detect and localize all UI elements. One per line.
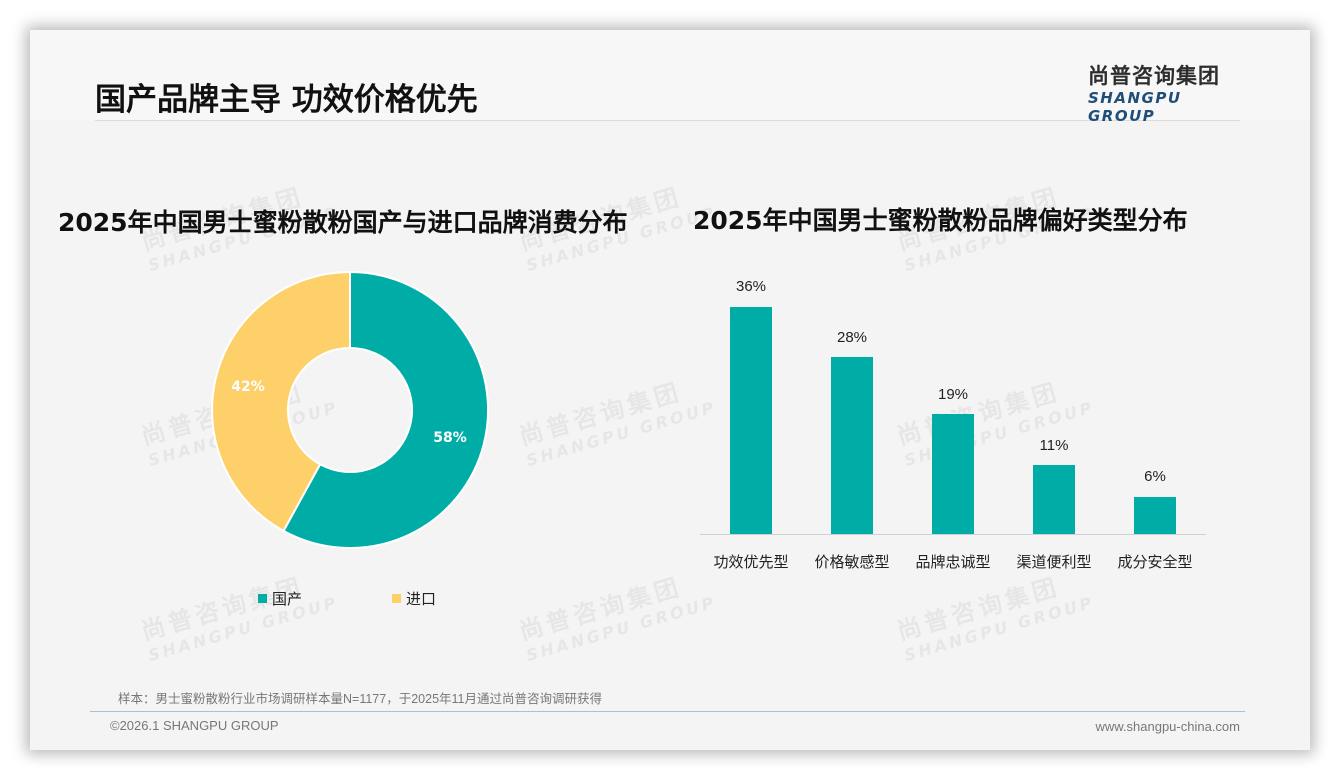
bar-value: 28% bbox=[836, 329, 868, 346]
bar-category: 功效优先型 bbox=[713, 554, 789, 571]
donut-slice-domestic bbox=[282, 270, 489, 549]
bar-2 bbox=[932, 414, 974, 534]
legend-item-imported: 进口 bbox=[392, 588, 436, 609]
copyright-text: ©2026.1 SHANGPU GROUP bbox=[110, 718, 279, 733]
page-title: 国产品牌主导 功效价格优先 bbox=[95, 82, 478, 118]
bar-value: 19% bbox=[937, 386, 969, 403]
bar-chart-title: 2025年中国男士蜜粉散粉品牌偏好类型分布 bbox=[693, 206, 1188, 235]
donut-slice-imported bbox=[211, 270, 351, 533]
bar-category: 渠道便利型 bbox=[1016, 554, 1092, 571]
bar-category: 成分安全型 bbox=[1117, 554, 1193, 571]
legend-label: 国产 bbox=[272, 591, 303, 608]
bar-4 bbox=[1134, 497, 1176, 534]
x-axis-line bbox=[700, 534, 1206, 535]
company-logo: 尚普咨询集团 SHANGPU GROUP bbox=[1088, 63, 1240, 125]
slide: 国产品牌主导 功效价格优先 尚普咨询集团 SHANGPU GROUP 尚普咨询集… bbox=[30, 30, 1310, 750]
bar-3 bbox=[1033, 465, 1075, 534]
donut-chart: 58% 42% bbox=[211, 270, 489, 549]
bar-0 bbox=[730, 307, 772, 534]
bar-category: 品牌忠诚型 bbox=[915, 554, 991, 571]
logo-cn-text: 尚普咨询集团 bbox=[1088, 64, 1220, 88]
donut-label-imported: 42% bbox=[231, 379, 265, 395]
bar-value: 11% bbox=[1039, 437, 1069, 454]
footer-divider bbox=[90, 711, 1245, 712]
legend-swatch-teal bbox=[258, 594, 267, 603]
logo-en-text: SHANGPU GROUP bbox=[1088, 89, 1182, 125]
donut-label-domestic: 58% bbox=[433, 430, 467, 446]
bar-value: 36% bbox=[735, 278, 767, 295]
title-divider bbox=[95, 120, 1240, 121]
footer: ©2026.1 SHANGPU GROUP www.shangpu-china.… bbox=[30, 718, 1310, 750]
bar-category: 价格敏感型 bbox=[814, 554, 890, 571]
donut-chart-title: 2025年中国男士蜜粉散粉国产与进口品牌消费分布 bbox=[58, 208, 628, 237]
bar-1 bbox=[831, 357, 873, 534]
sample-note: 样本：男士蜜粉散粉行业市场调研样本量N=1177，于2025年11月通过尚普咨询… bbox=[118, 692, 602, 706]
header-band bbox=[30, 30, 1310, 120]
bar-value: 6% bbox=[1144, 468, 1166, 485]
legend-label: 进口 bbox=[406, 591, 437, 608]
legend-item-domestic: 国产 bbox=[258, 588, 302, 609]
website-link[interactable]: www.shangpu-china.com bbox=[1095, 719, 1240, 734]
legend-swatch-yellow bbox=[392, 594, 401, 603]
